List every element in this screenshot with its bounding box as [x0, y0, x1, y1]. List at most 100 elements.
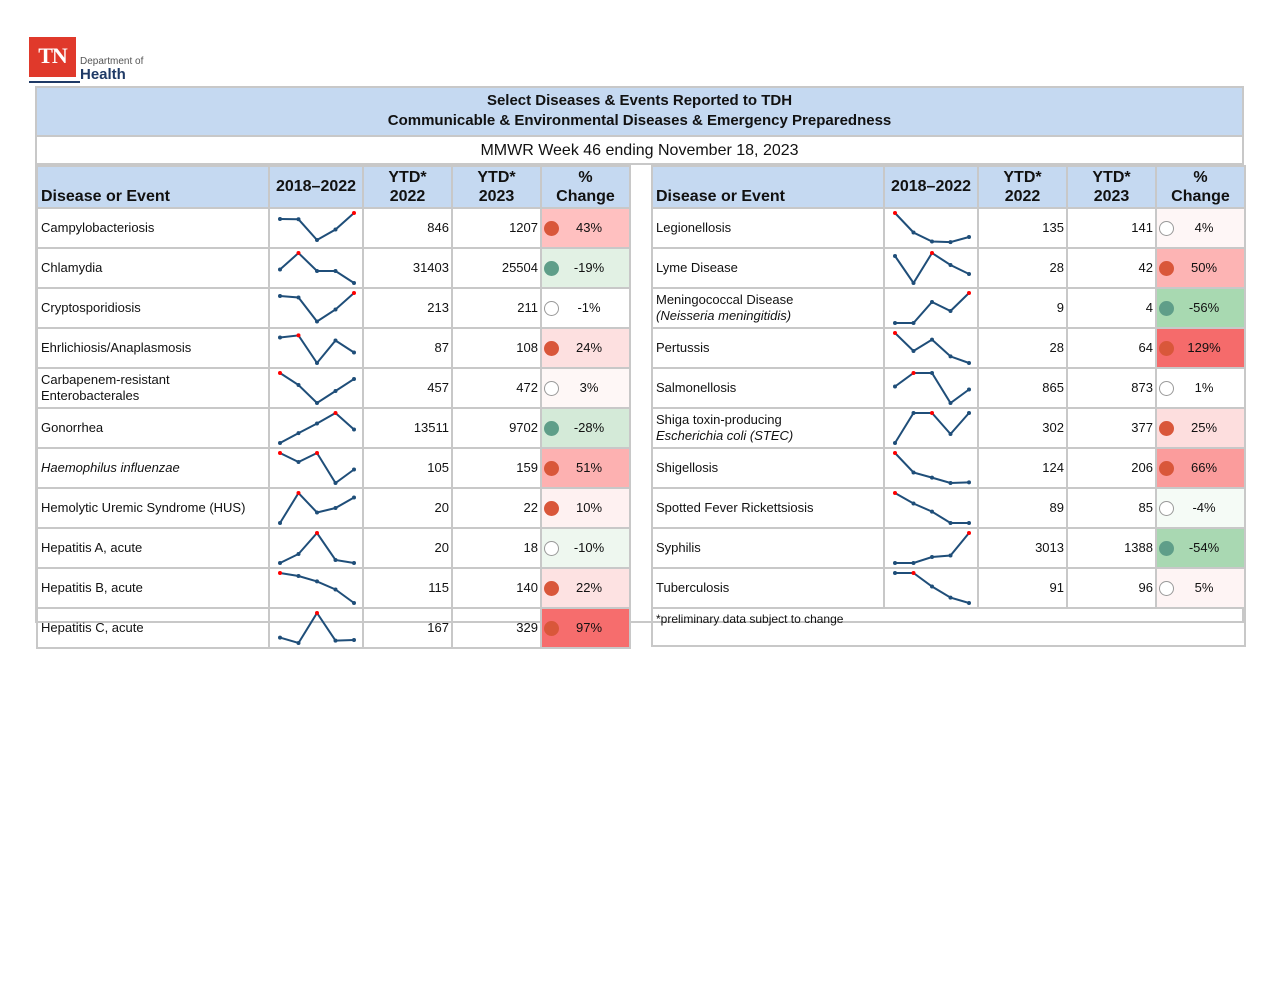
trend-sparkline-cell: [883, 207, 979, 249]
ytd-2022-value: 213: [362, 287, 453, 329]
percent-change-value: 4%: [1194, 220, 1214, 235]
sparkline-icon: [278, 491, 356, 525]
ytd-2023-value: 140: [451, 567, 542, 609]
percent-change-cell: 1%: [1155, 367, 1246, 409]
percent-change-value: 1%: [1194, 380, 1214, 395]
disease-name-cell: Carbapenem-resistant Enterobacterales: [36, 367, 270, 409]
table-row: Syphilis 3013 1388 -54%: [651, 527, 1246, 569]
disease-name: Hepatitis C, acute: [41, 620, 144, 635]
disease-name: Shiga toxin-producing: [656, 412, 782, 427]
col-header-ytd2022: YTD* 2022: [362, 165, 453, 209]
percent-change-value: -28%: [573, 420, 605, 435]
disease-name-cell: Shigellosis: [651, 447, 885, 489]
disease-name-cell: Pertussis: [651, 327, 885, 369]
sparkline-icon: [893, 531, 971, 565]
disease-name: Spotted Fever Rickettsiosis: [656, 500, 814, 515]
no-change-indicator-icon: [544, 380, 559, 396]
disease-name: Gonorrhea: [41, 420, 104, 435]
footnote-row: *preliminary data subject to change: [651, 607, 1246, 647]
disease-name-cell: Ehrlichiosis/Anaplasmosis: [36, 327, 270, 369]
disease-name: Campylobacteriosis: [41, 220, 155, 235]
disease-name: Tuberculosis: [656, 580, 730, 595]
disease-name: Haemophilus influenzae: [41, 460, 180, 475]
col-header-disease: Disease or Event: [36, 165, 270, 209]
table-row: Gonorrhea 13511 9702 -28%: [36, 407, 631, 449]
trend-sparkline-cell: [268, 287, 364, 329]
trend-sparkline-cell: [268, 247, 364, 289]
ytd-2022-value: 846: [362, 207, 453, 249]
footnote: *preliminary data subject to change: [651, 607, 1246, 647]
ytd-2022-value: 457: [362, 367, 453, 409]
disease-name-cell: Haemophilus influenzae: [36, 447, 270, 489]
ytd-2022-value: 302: [977, 407, 1068, 449]
disease-name: Shigellosis: [656, 460, 719, 475]
ytd-2022-value: 28: [977, 247, 1068, 289]
percent-change-value: 43%: [575, 220, 603, 235]
ytd-2022-value: 31403: [362, 247, 453, 289]
disease-name-cell: Lyme Disease: [651, 247, 885, 289]
percent-change-cell: -10%: [540, 527, 631, 569]
col-header-change: % Change: [1155, 165, 1246, 209]
disease-name: Syphilis: [656, 540, 701, 555]
percent-change-cell: 66%: [1155, 447, 1246, 489]
no-change-indicator-icon: [1159, 220, 1174, 236]
percent-change-cell: -1%: [540, 287, 631, 329]
ytd-2022-value: 20: [362, 487, 453, 529]
logo-tn-badge: TN: [29, 37, 76, 77]
col-header-trend: 2018–2022: [268, 165, 364, 209]
increase-indicator-icon: [544, 340, 559, 356]
report-subtitle: MMWR Week 46 ending November 18, 2023: [37, 137, 1242, 165]
table-row: Tuberculosis 91 96 5%: [651, 567, 1246, 609]
trend-sparkline-cell: [268, 367, 364, 409]
trend-sparkline-cell: [883, 527, 979, 569]
trend-sparkline-cell: [883, 407, 979, 449]
percent-change-cell: 10%: [540, 487, 631, 529]
disease-name-line2: Escherichia coli (STEC): [656, 428, 794, 443]
col-header-ytd2022: YTD* 2022: [977, 165, 1068, 209]
trend-sparkline-cell: [268, 447, 364, 489]
ytd-2022-value: 20: [362, 527, 453, 569]
col-header-disease: Disease or Event: [651, 165, 885, 209]
col-header-change: % Change: [540, 165, 631, 209]
logo-underline: [29, 81, 80, 83]
disease-name-cell: Shiga toxin-producing Escherichia coli (S…: [651, 407, 885, 449]
disease-name-cell: Chlamydia: [36, 247, 270, 289]
ytd-2023-value: 206: [1066, 447, 1157, 489]
increase-indicator-icon: [1159, 260, 1174, 276]
trend-sparkline-cell: [268, 607, 364, 649]
percent-change-cell: -19%: [540, 247, 631, 289]
disease-name-line2: Enterobacterales: [41, 388, 140, 403]
table-row: Hepatitis B, acute 115 140 22%: [36, 567, 631, 609]
sparkline-icon: [893, 331, 971, 365]
disease-name-cell: Hepatitis B, acute: [36, 567, 270, 609]
trend-sparkline-cell: [883, 567, 979, 609]
table-row: Shigellosis 124 206 66%: [651, 447, 1246, 489]
percent-change-value: 10%: [575, 500, 603, 515]
decrease-indicator-icon: [544, 420, 559, 436]
percent-change-cell: 22%: [540, 567, 631, 609]
increase-indicator-icon: [1159, 420, 1174, 436]
table-row: Hemolytic Uremic Syndrome (HUS) 20 22 10%: [36, 487, 631, 529]
ytd-2022-value: 135: [977, 207, 1068, 249]
disease-name-cell: Campylobacteriosis: [36, 207, 270, 249]
disease-name: Hepatitis B, acute: [41, 580, 143, 595]
ytd-2023-value: 329: [451, 607, 542, 649]
disease-name: Salmonellosis: [656, 380, 737, 395]
percent-change-value: 51%: [575, 460, 603, 475]
table-row: Hepatitis C, acute 167 329 97%: [36, 607, 631, 649]
increase-indicator-icon: [544, 500, 559, 516]
trend-sparkline-cell: [268, 487, 364, 529]
ytd-2023-value: 64: [1066, 327, 1157, 369]
increase-indicator-icon: [544, 580, 559, 596]
percent-change-cell: 97%: [540, 607, 631, 649]
col-header-ytd2023: YTD* 2023: [1066, 165, 1157, 209]
trend-sparkline-cell: [883, 287, 979, 329]
sparkline-icon: [278, 611, 356, 645]
ytd-2023-value: 1207: [451, 207, 542, 249]
increase-indicator-icon: [1159, 460, 1174, 476]
percent-change-cell: 51%: [540, 447, 631, 489]
disease-name: Pertussis: [656, 340, 710, 355]
percent-change-cell: -56%: [1155, 287, 1246, 329]
sparkline-icon: [893, 251, 971, 285]
ytd-2022-value: 3013: [977, 527, 1068, 569]
